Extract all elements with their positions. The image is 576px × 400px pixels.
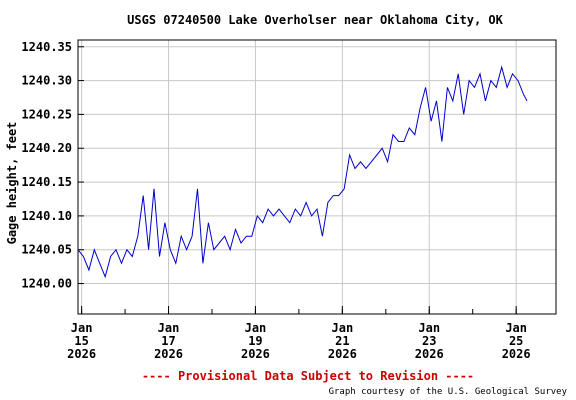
x-tick-label-month: Jan <box>505 321 527 335</box>
x-tick-label-day: 17 <box>161 334 175 348</box>
y-tick-label: 1240.20 <box>21 141 72 155</box>
y-tick-label: 1240.25 <box>21 107 72 121</box>
y-tick-label: 1240.05 <box>21 243 72 257</box>
y-tick-label: 1240.00 <box>21 277 72 291</box>
plot-frame <box>77 39 557 315</box>
x-axis-ticks: Jan152026Jan172026Jan192026Jan212026Jan2… <box>67 306 531 361</box>
y-axis-ticks: 1240.35 1240.30 1240.25 1240.20 1240.15 1240.… <box>21 40 84 291</box>
provisional-note: ---- Provisional Data Subject to Revisio… <box>142 369 474 383</box>
x-tick-label-year: 2026 <box>241 347 270 361</box>
x-tick-label-month: Jan <box>71 321 93 335</box>
x-tick-label-day: 25 <box>509 334 523 348</box>
x-tick-label-year: 2026 <box>415 347 444 361</box>
x-tick-label-month: Jan <box>332 321 354 335</box>
x-tick-label-year: 2026 <box>154 347 183 361</box>
x-tick-label-year: 2026 <box>328 347 357 361</box>
x-tick-label-year: 2026 <box>502 347 531 361</box>
x-tick-label-day: 23 <box>422 334 436 348</box>
chart-title: USGS 07240500 Lake Overholser near Oklah… <box>127 13 503 27</box>
x-tick-label-day: 15 <box>74 334 88 348</box>
x-tick-label-day: 21 <box>335 334 349 348</box>
gage-height-series-line <box>77 65 528 279</box>
grid-lines <box>78 40 556 314</box>
y-tick-label: 1240.15 <box>21 175 72 189</box>
y-tick-label: 1240.30 <box>21 74 72 88</box>
y-tick-label: 1240.10 <box>21 209 72 223</box>
x-tick-label-month: Jan <box>245 321 267 335</box>
credit-note: Graph courtesy of the U.S. Geological Su… <box>329 387 568 397</box>
x-tick-label-day: 19 <box>248 334 262 348</box>
y-tick-label: 1240.35 <box>21 40 72 54</box>
x-tick-label-year: 2026 <box>67 347 96 361</box>
x-tick-label-month: Jan <box>158 321 180 335</box>
x-tick-label-month: Jan <box>418 321 440 335</box>
y-axis-label: Gage height, feet <box>5 122 19 245</box>
